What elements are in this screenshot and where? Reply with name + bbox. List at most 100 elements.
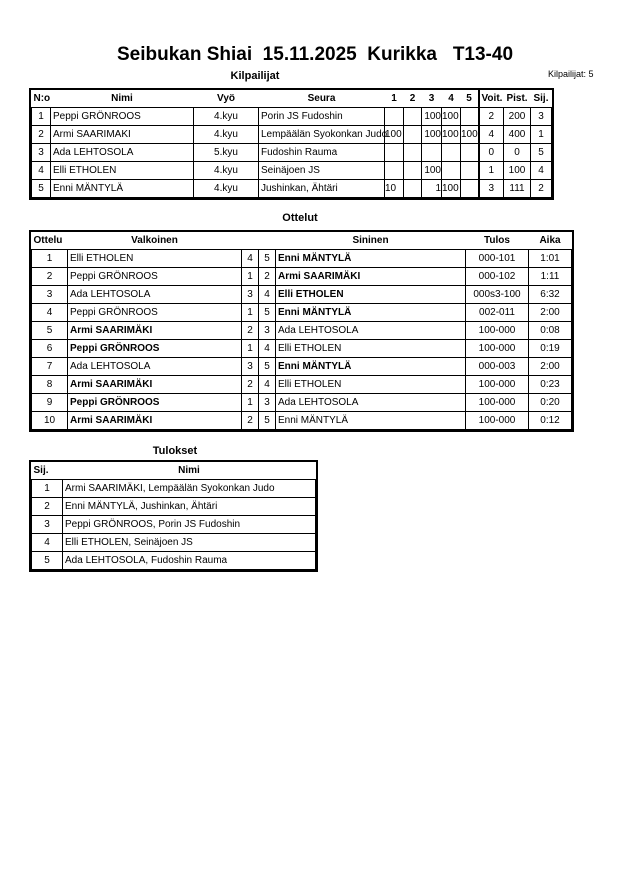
competitor-cell: 2 [530, 179, 552, 198]
column-header-text: Seura [307, 93, 336, 104]
competitor-cell-text: 1 [538, 129, 544, 140]
match-result-cell-text: 100-000 [478, 415, 516, 426]
match-blue-cell: Ada LEHTOSOLA [275, 393, 466, 412]
competitor-cell: 0 [503, 143, 531, 162]
match-bn-cell: 5 [258, 249, 276, 268]
competitor-cell-text: 100 [508, 165, 526, 176]
match-no-cell-text: 6 [46, 343, 53, 354]
competitor-cell: Armi SAARIMAKI [50, 125, 194, 144]
column-header-text: Sininen [352, 235, 389, 246]
result-name-cell-text: Ada LEHTOSOLA, Fudoshin Rauma [65, 555, 228, 566]
competitor-cell: 100 [441, 125, 461, 144]
competitor-cell: Enni MÄNTYLÄ [50, 179, 194, 198]
competitor-row: 3 Ada LEHTOSOLA 5.kyu Fudoshin Rauma 0 0 5 [31, 143, 552, 162]
match-bn-cell: 3 [258, 321, 276, 340]
match-white-cell: Armi SAARIMÄKI [67, 321, 242, 340]
match-bn-cell: 3 [258, 393, 276, 412]
competitor-cell: Lempäälän Syokonkan Judo [258, 125, 387, 144]
match-wn-cell: 3 [241, 285, 259, 304]
match-white-cell-text: Armi SAARIMÄKI [70, 325, 153, 336]
match-row: 6 Peppi GRÖNROOS 1 4 Elli ETHOLEN 100-000 0:19 [31, 339, 572, 358]
column-header: Voit. [477, 90, 504, 108]
competitor-cell: 4.kyu [193, 125, 259, 144]
column-header: Ottelu [31, 232, 68, 250]
match-blue-cell: Elli ETHOLEN [275, 375, 466, 394]
competitor-cell: 3 [530, 107, 552, 126]
result-name-cell: Armi SAARIMÄKI, Lempäälän Syokonkan Judo [62, 479, 316, 498]
column-header-text: 5 [466, 93, 472, 104]
match-blue-cell-text: Armi SAARIMÄKI [278, 271, 361, 282]
match-result-cell-text: 000-003 [478, 361, 516, 372]
match-result-cell: 100-000 [465, 375, 529, 394]
competitor-cell [460, 143, 479, 162]
result-name-cell: Enni MÄNTYLÄ, Jushinkan, Ähtäri [62, 497, 316, 516]
competitor-cell: 5 [530, 143, 552, 162]
competitor-cell: 3 [477, 179, 504, 198]
results-heading: Tulokset [152, 445, 198, 457]
competitor-count: Kilpailijat: 5 [548, 69, 594, 79]
match-white-cell: Elli ETHOLEN [67, 249, 242, 268]
match-no-cell-text: 8 [46, 379, 53, 390]
competitor-cell-text: 3 [488, 183, 495, 194]
column-header: Vyö [193, 90, 259, 108]
match-result-cell-text: 000s3-100 [473, 289, 521, 300]
competitor-cell-text: 4.kyu [214, 165, 238, 176]
column-header-text: Nimi [178, 465, 200, 476]
match-white-cell-text: Armi SAARIMÄKI [70, 379, 153, 390]
competitor-cell [403, 161, 422, 180]
competitor-cell: 1 [530, 125, 552, 144]
match-no-cell-text: 3 [46, 289, 53, 300]
match-bn-cell: 4 [258, 375, 276, 394]
match-time-cell: 1:01 [528, 249, 572, 268]
competitor-cell [460, 179, 479, 198]
competitor-cell-text: 200 [508, 111, 526, 122]
match-wn-cell: 1 [241, 393, 259, 412]
match-time-cell: 0:23 [528, 375, 572, 394]
match-blue-cell: Elli ETHOLEN [275, 339, 466, 358]
competitor-cell-text: 3 [538, 111, 544, 122]
column-header [241, 232, 259, 250]
competitor-cell: 100 [421, 161, 442, 180]
competitor-cell: Jushinkan, Ähtäri [258, 179, 385, 198]
result-name-cell: Ada LEHTOSOLA, Fudoshin Rauma [62, 551, 316, 570]
match-time-cell: 0:20 [528, 393, 572, 412]
match-time-cell: 0:08 [528, 321, 572, 340]
competitor-cell: Fudoshin Rauma [258, 143, 385, 162]
result-row: 4 Elli ETHOLEN, Seinäjoen JS [31, 533, 316, 552]
match-blue-cell-text: Elli ETHOLEN [278, 289, 344, 300]
match-time-cell-text: 0:23 [540, 379, 560, 390]
match-white-cell-text: Peppi GRÖNROOS [70, 307, 158, 318]
match-blue-cell-text: Elli ETHOLEN [278, 379, 342, 390]
column-header-text: 4 [448, 93, 454, 104]
competitor-cell-text: Seinäjoen JS [261, 165, 320, 176]
competitor-cell [460, 161, 479, 180]
match-time-cell-text: 2:00 [540, 307, 560, 318]
match-bn-cell-text: 4 [264, 379, 270, 390]
match-result-cell-text: 100-000 [478, 397, 516, 408]
match-wn-cell-text: 2 [247, 415, 253, 426]
competitor-cell-text: 4.kyu [214, 111, 238, 122]
match-blue-cell: Enni MÄNTYLÄ [275, 411, 466, 430]
column-header-text: Sij. [533, 93, 549, 104]
match-wn-cell-text: 1 [247, 307, 253, 318]
match-no-cell-text: 10 [43, 415, 56, 426]
match-wn-cell: 2 [241, 375, 259, 394]
competitor-cell: 4 [477, 125, 504, 144]
competitor-cell [384, 107, 404, 126]
column-header: Nimi [62, 462, 316, 480]
match-result-cell: 000s3-100 [465, 285, 529, 304]
match-no-cell: 9 [31, 393, 68, 412]
match-result-cell: 100-000 [465, 321, 529, 340]
column-header-text: Sij. [33, 465, 49, 476]
competitor-cell-text: 5 [538, 147, 544, 158]
column-header [258, 232, 276, 250]
column-header-text: 3 [428, 93, 435, 104]
match-row: 9 Peppi GRÖNROOS 1 3 Ada LEHTOSOLA 100-000 0:2… [31, 393, 572, 412]
result-name-cell-text: Armi SAARIMÄKI, Lempäälän Syokonkan Judo [65, 483, 275, 494]
competitor-cell-text: 5 [38, 183, 44, 194]
competitor-cell-text: 4 [488, 129, 495, 140]
match-wn-cell: 1 [241, 303, 259, 322]
match-time-cell-text: 0:08 [540, 325, 560, 336]
competitor-row: 4 Elli ETHOLEN 4.kyu Seinäjoen JS 100 1 100 4 [31, 161, 552, 180]
match-bn-cell-text: 5 [264, 253, 270, 264]
